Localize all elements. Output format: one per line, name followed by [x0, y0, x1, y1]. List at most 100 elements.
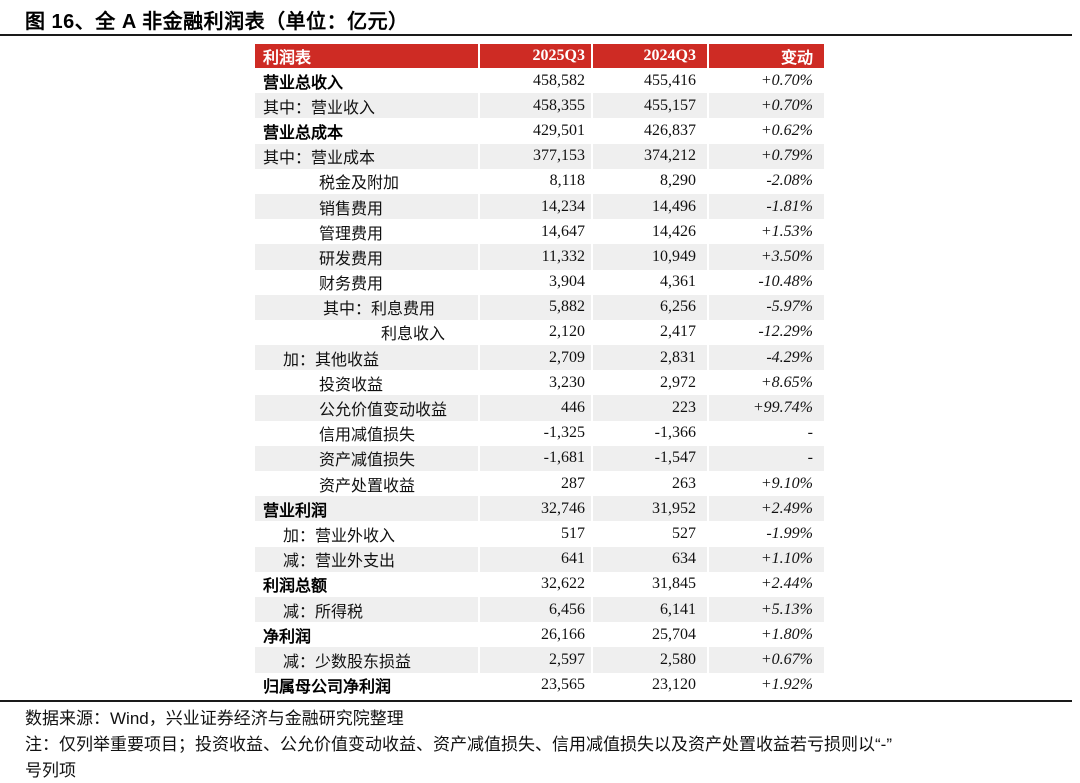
value-2025q3-cell: 2,120 [478, 319, 592, 346]
table-row: 财务费用 3,904 4,361 -10.48% [255, 269, 824, 295]
change-percent-cell: +0.70% [707, 68, 824, 94]
table-row: 加：营业外收入 517 527 -1.99% [255, 521, 824, 547]
value-2024q3-cell: 4,361 [591, 269, 708, 295]
table-row: 其中：利息费用 5,882 6,256 -5.97% [255, 294, 824, 320]
table-row: 其中：营业收入 458,355 455,157 +0.70% [255, 93, 824, 119]
note-text-line2: 号列项 [25, 761, 76, 780]
profit-table: 利润表 2025Q3 2024Q3 变动 营业总收入 458,582 455,416… [255, 44, 824, 698]
table-row: 销售费用 14,234 14,496 -1.81% [255, 193, 824, 220]
value-2024q3-cell: 2,831 [591, 345, 708, 371]
value-2025q3-cell: 32,622 [478, 571, 592, 597]
row-label-cell: 净利润 [263, 628, 312, 646]
table-row: 减：所得税 6,456 6,141 +5.13% [255, 596, 824, 623]
value-2025q3-cell: 2,597 [478, 647, 592, 673]
value-2024q3-cell: 31,845 [591, 571, 708, 597]
row-label-cell: 信用减值损失 [319, 427, 416, 445]
col-header-2024q3: 2024Q3 [591, 44, 708, 68]
row-label-cell: 其中：利息费用 [255, 294, 479, 320]
value-2025q3-cell: 6,456 [478, 596, 592, 623]
change-percent-cell: +1.53% [707, 219, 824, 245]
table-row: 资产处置收益 287 263 +9.10% [255, 471, 824, 497]
value-2024q3-cell: 455,416 [591, 68, 708, 94]
table-row: 减：少数股东损益 2,597 2,580 +0.67% [255, 647, 824, 673]
value-2025q3-cell: 446 [478, 395, 592, 421]
top-divider [0, 34, 1072, 36]
row-label-cell: 营业总收入 [263, 74, 344, 92]
table-header-row: 利润表 2025Q3 2024Q3 变动 [255, 44, 824, 68]
row-label-cell: 减：营业外支出 [255, 546, 479, 572]
col-header-change: 变动 [707, 44, 824, 68]
row-label-cell: 利息收入 [381, 326, 446, 344]
value-2024q3-cell: 426,837 [591, 118, 708, 144]
value-2025q3-cell: 377,153 [478, 143, 592, 169]
value-2025q3-cell: -1,681 [478, 445, 592, 471]
value-2024q3-cell: 2,417 [591, 319, 708, 346]
table-row: 信用减值损失 -1,325 -1,366- [255, 420, 824, 446]
change-percent-cell: +0.70% [707, 93, 824, 119]
change-percent-cell: +3.50% [707, 244, 824, 270]
row-label-cell: 加：其他收益 [255, 345, 479, 371]
table-row: 减：营业外支出 641 634 +1.10% [255, 546, 824, 572]
value-2024q3-cell: 455,157 [591, 93, 708, 119]
change-percent-cell: -2.08% [707, 168, 824, 194]
value-2025q3-cell: 8,118 [478, 168, 592, 194]
value-2025q3-cell: 3,904 [478, 269, 592, 295]
row-label-cell: 减：少数股东损益 [255, 647, 479, 673]
row-label-cell: 加：营业外收入 [283, 527, 396, 545]
table-row: 归属母公司净利润 23,565 23,120 +1.92% [255, 672, 824, 698]
value-2025q3-cell: 5,882 [478, 294, 592, 320]
change-percent-cell: +2.49% [707, 496, 824, 522]
value-2024q3-cell: 23,120 [591, 672, 708, 698]
table-row: 净利润 26,166 25,704 +1.80% [255, 622, 824, 648]
row-label-cell: 营业利润 [255, 496, 479, 522]
table-body: 营业总收入 458,582 455,416 +0.70% 其中：营业收入 458,355 4… [255, 68, 824, 698]
change-percent-cell: +2.44% [707, 571, 824, 597]
value-2024q3-cell: 2,972 [591, 370, 708, 396]
value-2025q3-cell: 429,501 [478, 118, 592, 144]
table-row: 资产减值损失 -1,681 -1,547- [255, 445, 824, 471]
row-label-cell: 其中：营业收入 [255, 93, 479, 119]
table-header: 利润表 2025Q3 2024Q3 变动 [255, 44, 824, 68]
change-percent-cell: +1.92% [707, 672, 824, 698]
value-2024q3-cell: 223 [591, 395, 708, 421]
row-label-cell: 归属母公司净利润 [263, 679, 392, 697]
value-2024q3-cell: 10,949 [591, 244, 708, 270]
bottom-divider [0, 700, 1072, 702]
value-2025q3-cell: 3,230 [478, 370, 592, 396]
value-2024q3-cell: 6,256 [591, 294, 708, 320]
row-label-cell: 投资收益 [319, 376, 384, 394]
value-2025q3-cell: 517 [478, 521, 592, 547]
page-title: 图 16、全 A 非金融利润表（单位：亿元） [25, 11, 409, 33]
value-2024q3-cell: 14,496 [591, 193, 708, 220]
value-2024q3-cell: 25,704 [591, 622, 708, 648]
table-row: 投资收益 3,230 2,972 +8.65% [255, 370, 824, 396]
table-row: 管理费用 14,647 14,426 +1.53% [255, 219, 824, 245]
value-2025q3-cell: 23,565 [478, 672, 592, 698]
table-row: 利润总额 32,622 31,845 +2.44% [255, 571, 824, 597]
change-percent-cell: -12.29% [707, 319, 824, 346]
row-label-cell: 管理费用 [319, 225, 384, 243]
table-row: 研发费用 11,332 10,949 +3.50% [255, 244, 824, 270]
row-label-cell: 公允价值变动收益 [255, 395, 479, 421]
value-2025q3-cell: -1,325 [478, 420, 592, 446]
change-percent-cell: +1.10% [707, 546, 824, 572]
note-text-line1: 注：仅列举重要项目；投资收益、公允价值变动收益、资产减值损失、信用减值损失以及资… [25, 735, 892, 754]
table-row: 其中：营业成本 377,153 374,212 +0.79% [255, 143, 824, 169]
change-percent-cell: - [707, 445, 824, 471]
value-2025q3-cell: 26,166 [478, 622, 592, 648]
change-percent-cell: +0.79% [707, 143, 824, 169]
value-2024q3-cell: -1,366 [591, 420, 708, 446]
change-percent-cell: -4.29% [707, 345, 824, 371]
change-percent-cell: -1.99% [707, 521, 824, 547]
value-2024q3-cell: -1,547 [591, 445, 708, 471]
value-2025q3-cell: 32,746 [478, 496, 592, 522]
value-2024q3-cell: 527 [591, 521, 708, 547]
source-text: 数据来源：Wind，兴业证券经济与金融研究院整理 [25, 709, 404, 728]
change-percent-cell: +0.62% [707, 118, 824, 144]
value-2024q3-cell: 634 [591, 546, 708, 572]
change-percent-cell: -10.48% [707, 269, 824, 295]
change-percent-cell: +1.80% [707, 622, 824, 648]
col-header-2025q3: 2025Q3 [478, 44, 592, 68]
value-2024q3-cell: 263 [591, 471, 708, 497]
figure-footer: 数据来源：Wind，兴业证券经济与金融研究院整理 注：仅列举重要项目；投资收益、… [25, 706, 1070, 783]
